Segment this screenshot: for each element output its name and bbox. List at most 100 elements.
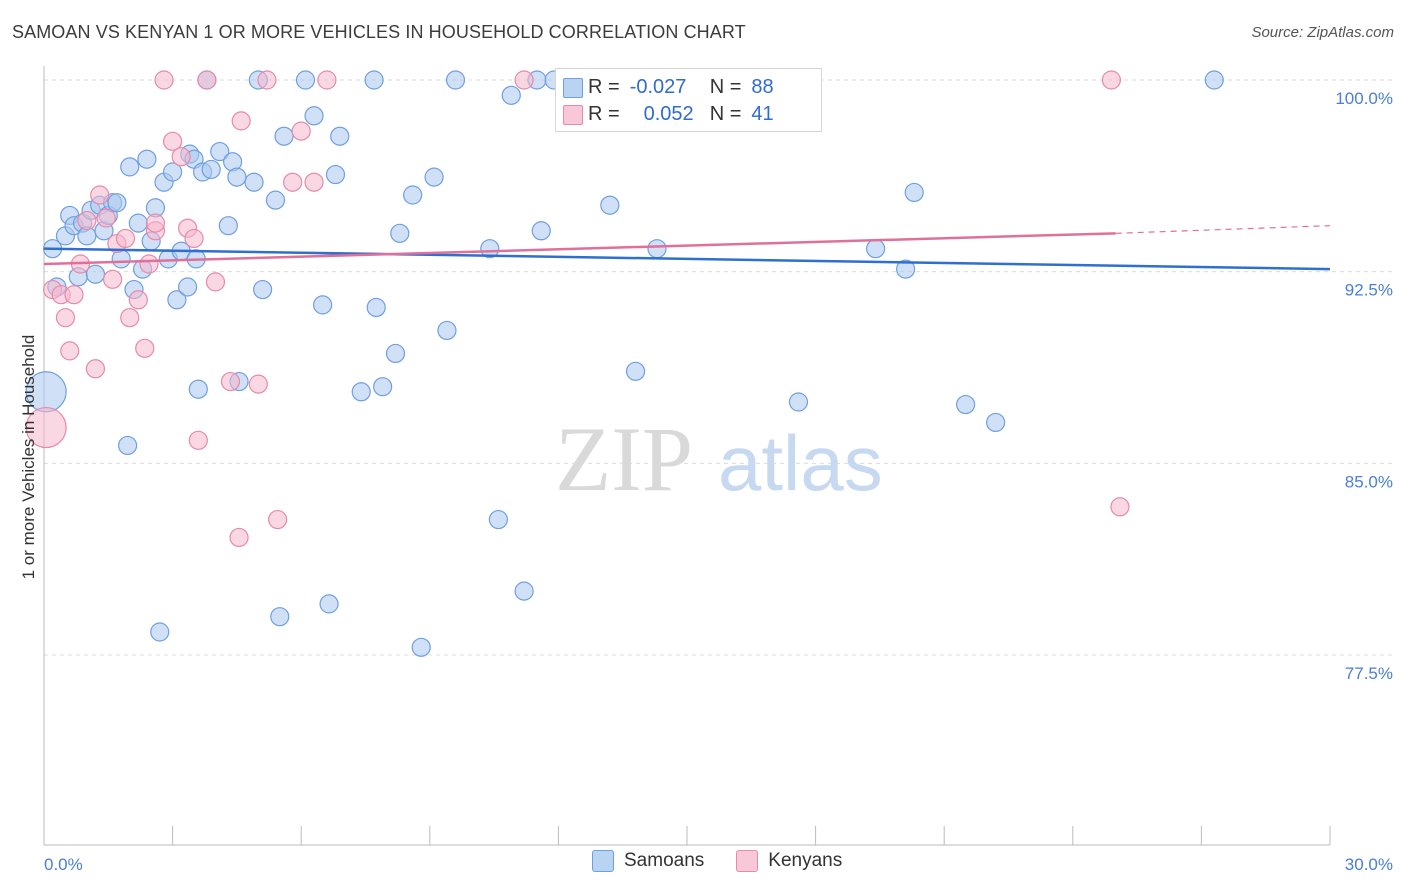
trend-lines xyxy=(43,225,1331,271)
correlation-legend: R = -0.027 N = 88 R = 0.052 N = 41 xyxy=(555,68,822,132)
data-points xyxy=(25,70,1224,657)
kenyan-point xyxy=(77,210,97,231)
samoan-point xyxy=(201,159,221,180)
kenyan-point xyxy=(229,527,249,548)
kenyan-point xyxy=(60,341,80,361)
samoan-point xyxy=(1204,70,1224,90)
samoan-point xyxy=(625,361,646,381)
kenyan-swatch xyxy=(563,105,583,125)
x-tick-min: 0.0% xyxy=(44,855,83,874)
samoan-point xyxy=(866,239,886,259)
samoan-point xyxy=(244,172,264,192)
samoan-point xyxy=(385,343,406,364)
kenyan-point xyxy=(220,371,241,392)
kenyan-point xyxy=(90,185,110,205)
watermark-atlas: atlas xyxy=(718,419,883,507)
n-label: N = xyxy=(709,75,742,98)
x-tick-max: 30.0% xyxy=(1345,855,1393,874)
samoan-point xyxy=(403,185,423,205)
kenyan-point xyxy=(139,254,159,274)
samoan-point xyxy=(304,106,324,126)
legend-row-kenyans: R = 0.052 N = 41 xyxy=(563,101,774,127)
samoan-point xyxy=(986,412,1006,433)
legend-item-samoans: Samoans xyxy=(592,850,704,872)
legend-item-kenyans: Kenyans xyxy=(736,850,842,872)
samoan-point xyxy=(167,290,187,310)
kenyan-point xyxy=(25,406,67,449)
kenyan-point xyxy=(128,290,148,310)
samoan-point xyxy=(896,259,916,279)
samoan-point xyxy=(227,167,247,187)
samoan-point xyxy=(85,264,106,284)
y-tick-labels: 77.5% 85.0% 92.5% 100.0% xyxy=(1335,89,1393,683)
samoan-point xyxy=(514,581,534,601)
samoan-point xyxy=(325,164,346,185)
kenyan-point xyxy=(188,430,208,450)
samoan-point xyxy=(501,85,521,105)
samoan-point xyxy=(330,126,350,146)
samoan-point xyxy=(274,126,294,146)
samoan-point xyxy=(445,70,466,90)
samoan-point xyxy=(107,193,127,213)
y-axis-label: 1 or more Vehicles in Household xyxy=(19,335,38,580)
y-tick-label: 100.0% xyxy=(1335,89,1393,108)
kenyan-point xyxy=(55,308,76,328)
kenyan-point xyxy=(304,172,324,192)
kenyan-point xyxy=(163,131,183,151)
samoan-point xyxy=(351,382,371,402)
kenyan-point xyxy=(115,228,136,249)
samoan-point xyxy=(253,279,273,300)
samoan-swatch xyxy=(563,78,583,98)
samoan-point xyxy=(904,182,924,203)
samoans-label: Samoans xyxy=(624,850,705,871)
samoan-point xyxy=(647,239,667,259)
samoan-point xyxy=(600,195,620,215)
y-tick-label: 77.5% xyxy=(1345,664,1393,683)
samoan-n-value: 88 xyxy=(751,75,774,98)
samoan-point xyxy=(411,637,431,657)
samoan-point xyxy=(178,277,198,297)
samoan-point xyxy=(313,295,333,315)
samoan-point xyxy=(128,213,148,233)
watermark-zip: ZIP xyxy=(555,408,693,510)
kenyan-point xyxy=(102,269,123,289)
samoans-swatch xyxy=(592,850,614,872)
axes xyxy=(43,66,1331,846)
kenyan-point xyxy=(514,70,534,90)
r-label: R = xyxy=(588,75,620,98)
samoan-point xyxy=(788,392,809,412)
chart-title: SAMOAN VS KENYAN 1 OR MORE VEHICLES IN H… xyxy=(12,22,746,42)
r-label: R = xyxy=(588,102,620,125)
samoan-point xyxy=(956,394,976,415)
samoan-point xyxy=(424,167,444,187)
kenyan-trend-line xyxy=(43,232,1116,266)
kenyan-point xyxy=(291,121,311,141)
kenyan-point xyxy=(1101,70,1121,90)
samoan-point xyxy=(137,149,157,169)
samoan-point xyxy=(366,297,386,318)
samoan-point xyxy=(210,141,230,162)
kenyans-swatch xyxy=(736,850,759,872)
kenyans-label: Kenyans xyxy=(768,850,843,871)
n-label: N = xyxy=(709,102,742,125)
source-label: Source: ZipAtlas.com xyxy=(1251,24,1394,41)
grid-lines xyxy=(44,79,1392,656)
samoan-point xyxy=(188,379,208,399)
kenyan-point xyxy=(120,308,140,328)
samoan-point xyxy=(120,157,140,177)
kenyan-point xyxy=(283,172,303,192)
samoan-point xyxy=(117,435,138,456)
legend-row-samoans: R = -0.027 N = 88 xyxy=(563,74,774,100)
kenyan-point xyxy=(248,374,268,394)
samoan-point xyxy=(437,320,457,341)
kenyan-point xyxy=(135,338,155,358)
kenyan-trend-extension xyxy=(1115,225,1331,234)
samoan-point xyxy=(373,377,393,397)
kenyan-point xyxy=(154,70,174,90)
kenyan-point xyxy=(1110,497,1130,517)
kenyan-point xyxy=(231,111,251,131)
samoan-point xyxy=(531,221,551,241)
kenyan-point xyxy=(96,208,116,228)
samoan-trend-line xyxy=(43,247,1331,271)
